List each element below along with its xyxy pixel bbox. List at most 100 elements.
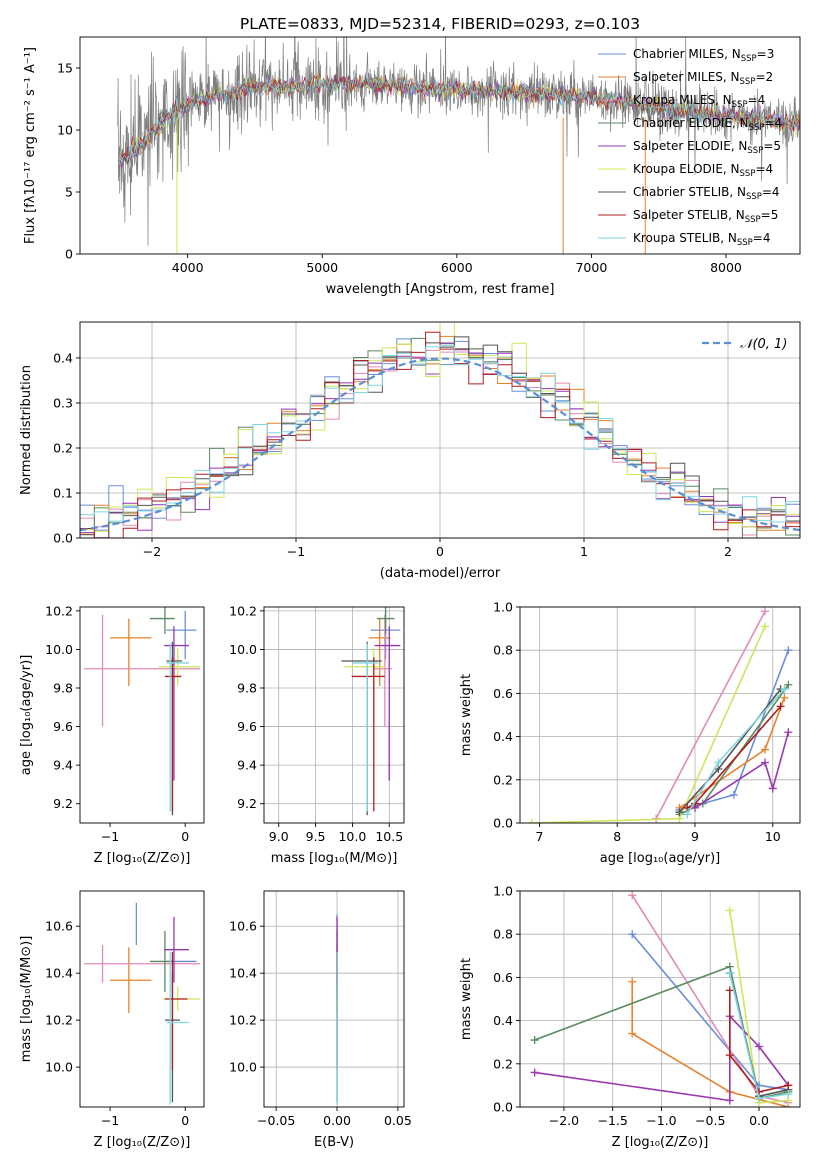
- normal-reference-curve: [80, 357, 800, 532]
- weight-marker-2: [761, 607, 769, 616]
- errorbar-point-2: [83, 945, 201, 983]
- age-vs-Z-ytick-label: 9.4: [53, 758, 73, 773]
- weight-marker-0: [628, 930, 637, 939]
- residual-histogram-7: [80, 331, 800, 538]
- massweight-vs-Z-xtick-label: −1.0: [646, 1113, 676, 1128]
- massweight-vs-Z-panel: −2.0 −1.5 −1.0 −0.5 0.0 0.0 0.2 0.4 0.6 0.8 1.0 Z […: [459, 884, 801, 1150]
- spectrum-legend: Chabrier MILES, NSSP=3 Salpeter MILES, NS…: [598, 47, 782, 248]
- errorbar-point-4: [164, 626, 189, 781]
- spectrum-plot-area: [117, 37, 800, 254]
- massweight-vs-Z-xlabel: Z [log₁₀(Z/Z⊙)]: [612, 1135, 709, 1150]
- massweight-vs-Z-xtick-label: −0.5: [695, 1113, 725, 1128]
- errorbar-point-2: [83, 614, 201, 727]
- spectrum-xtick-label: 5000: [306, 260, 338, 275]
- weight-marker-3: [530, 1036, 539, 1045]
- legend-sub: SSP: [737, 238, 753, 248]
- weight-marker-7: [725, 1051, 734, 1060]
- mass-vs-Z-xtick-label: −1: [101, 1113, 119, 1128]
- age-vs-mass-plot-area: [341, 607, 401, 816]
- weight-marker-4: [725, 1096, 734, 1105]
- legend-count: =4: [755, 162, 773, 176]
- age-vs-Z-ytick-label: 9.6: [53, 719, 73, 734]
- weight-marker-4: [761, 758, 769, 767]
- mass-vs-Z-ytick-label: 10.0: [45, 1060, 73, 1075]
- age-vs-mass-xtick-label: 9.5: [306, 829, 326, 844]
- weight-marker-1: [780, 693, 789, 702]
- age-vs-mass-ytick-label: 9.6: [237, 719, 257, 734]
- spectrum-ytick-label: 15: [57, 61, 73, 76]
- mass-vs-Z-plot-area: [83, 902, 201, 1105]
- weight-marker-7: [784, 1081, 793, 1090]
- weight-marker-1: [628, 1029, 637, 1038]
- massweight-vs-Z-ytick-label: 0.2: [493, 1056, 513, 1071]
- massweight-vs-age-ylabel: mass weight: [459, 674, 474, 756]
- weight-marker-8: [683, 810, 692, 819]
- age-vs-Z-xlabel: Z [log₁₀(Z/Z⊙)]: [94, 851, 191, 866]
- age-vs-Z-ylabel: age [log₁₀(age/yr)]: [19, 655, 34, 776]
- mass-vs-EBV-ytick-label: 10.4: [229, 966, 257, 981]
- weight-marker-6: [675, 808, 684, 817]
- spectrum-ytick-label: 10: [57, 123, 73, 138]
- massweight-vs-age-ytick-label: 1.0: [493, 600, 513, 615]
- residuals-xtick-label: 1: [580, 544, 588, 559]
- weight-marker-4: [530, 1068, 539, 1077]
- legend-sub: SSP: [741, 54, 757, 64]
- residuals-ylabel: Normed distribution: [19, 365, 34, 495]
- massweight-vs-age-ytick-label: 0.4: [493, 729, 513, 744]
- massweight-vs-age-xtick-label: 8: [613, 829, 621, 844]
- residuals-ytick-label: 0.3: [53, 396, 73, 411]
- legend-count: =4: [753, 231, 771, 245]
- mass-vs-EBV-xlabel: E(B-V): [314, 1135, 354, 1150]
- age-vs-mass-xtick-label: 10.5: [375, 829, 403, 844]
- massweight-vs-age-panel: 7 8 9 10 0.0 0.2 0.4 0.6 0.8 1.0 age [log₁₀(age/yr…: [459, 600, 801, 866]
- weight-marker-1: [628, 977, 637, 986]
- legend-sub: SSP: [745, 215, 761, 225]
- massweight-vs-Z-ylabel: mass weight: [459, 958, 474, 1040]
- age-vs-Z-xtick-label: −1: [101, 829, 119, 844]
- age-vs-Z-ytick-label: 9.2: [53, 796, 73, 811]
- residuals-plot-area: [80, 322, 800, 538]
- residuals-ytick-label: 0.1: [53, 486, 73, 501]
- figure-title: PLATE=0833, MJD=52314, FIBERID=0293, z=0…: [240, 15, 640, 33]
- weight-marker-7: [725, 986, 734, 995]
- errorbar-point-3: [376, 607, 395, 634]
- weight-marker-5: [761, 622, 769, 631]
- weight-marker-8: [714, 758, 723, 767]
- weight-marker-1: [761, 745, 769, 754]
- massweight-vs-Z-xtick-label: −1.5: [598, 1113, 628, 1128]
- mass-vs-Z-frame: [79, 890, 205, 1108]
- massweight-vs-Z-ytick-label: 1.0: [493, 884, 513, 899]
- errorbar-point-7: [164, 952, 188, 1070]
- errorbar-point-6: [341, 641, 382, 816]
- residual-legend-label: 𝒩(0, 1): [740, 337, 787, 352]
- errorbar-point-4: [164, 916, 189, 983]
- errorbar-point-7: [164, 657, 182, 812]
- massweight-vs-age-ytick-label: 0.0: [493, 816, 513, 831]
- massweight-vs-Z-xtick-label: −2.0: [549, 1113, 579, 1128]
- massweight-vs-age-xtick-label: 7: [535, 829, 543, 844]
- mass-vs-Z-ytick-label: 10.2: [45, 1013, 73, 1028]
- errorbar-point-1: [110, 947, 152, 1014]
- mass-vs-Z-ytick-label: 10.6: [45, 919, 73, 934]
- massweight-vs-age-frame: [519, 606, 801, 824]
- residuals-ytick-label: 0.4: [53, 351, 73, 366]
- age-vs-Z-plot-area: [83, 607, 201, 816]
- residuals-xlabel: (data-model)/error: [380, 566, 501, 581]
- mass-vs-EBV-panel: −0.05 0.00 0.05 10.0 10.2 10.4 10.6 E(B-V): [229, 890, 412, 1150]
- massweight-vs-age-ytick-label: 0.6: [493, 686, 513, 701]
- massweight-vs-Z-ytick-label: 0.4: [493, 1013, 513, 1028]
- spectrum-xtick-label: 4000: [172, 260, 204, 275]
- massweight-vs-age-xlabel: age [log₁₀(age/yr)]: [600, 851, 721, 866]
- legend-label-1: Salpeter MILES, NSSP=2: [633, 70, 773, 87]
- residuals-xtick-label: −2: [143, 544, 161, 559]
- massweight-vs-Z-frame: [519, 890, 801, 1108]
- age-vs-mass-ytick-label: 9.2: [237, 796, 257, 811]
- age-vs-mass-xtick-label: 10.0: [338, 829, 366, 844]
- massweight-vs-Z-ytick-label: 0.8: [493, 927, 513, 942]
- age-vs-mass-frame: [263, 606, 405, 824]
- weight-marker-4: [755, 1042, 764, 1051]
- age-vs-mass-ytick-label: 10.0: [229, 642, 257, 657]
- spectrum-ylabel: Flux [fλ10⁻¹⁷ erg cm⁻² s⁻¹ A⁻¹]: [23, 47, 38, 244]
- legend-count: =5: [761, 208, 779, 222]
